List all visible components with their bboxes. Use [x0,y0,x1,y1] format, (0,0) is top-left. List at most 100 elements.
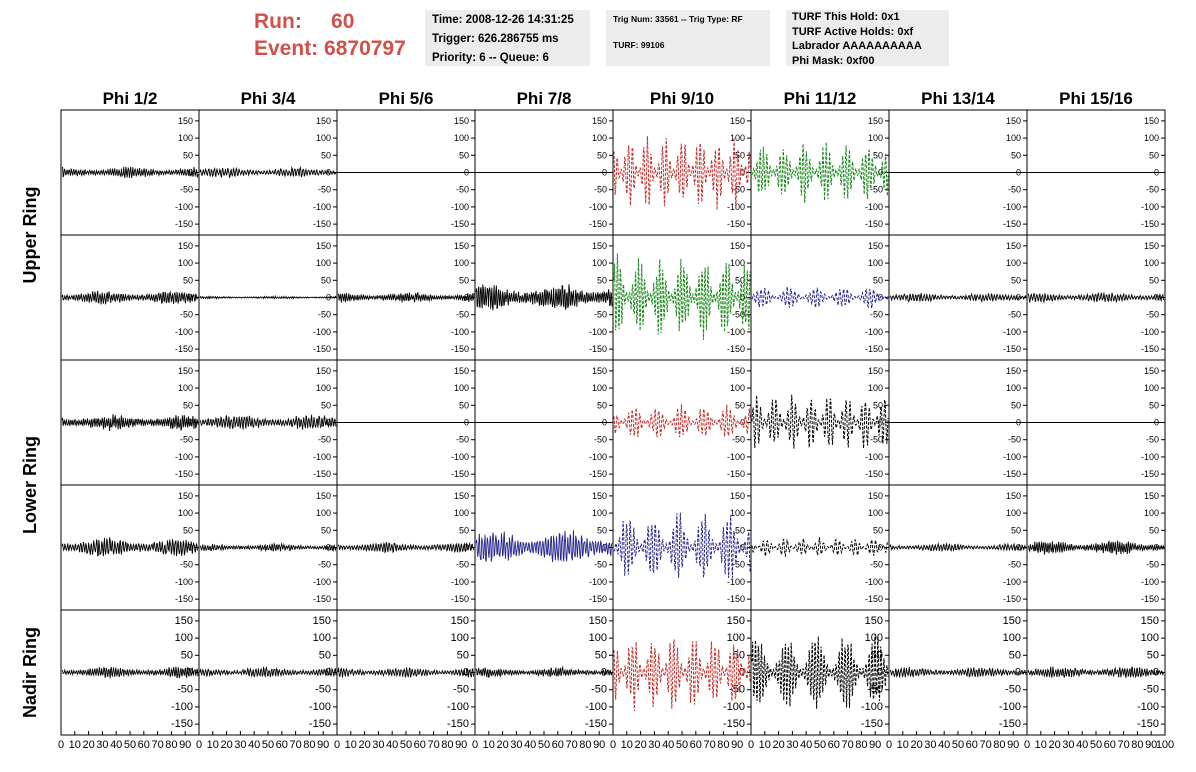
y-tick-label: -100 [865,327,883,337]
y-tick-label: -50 [318,560,331,570]
x-tick-label: 70 [427,739,439,751]
x-tick-label: 0 [886,739,892,751]
y-tick-label: -150 [589,344,607,354]
x-tick-label: 30 [510,739,522,751]
x-tick-label: 70 [841,739,853,751]
x-tick-label: 10 [759,739,771,751]
y-tick-label: -100 [589,452,607,462]
waveform-trace [337,291,475,303]
y-tick-label: 100 [454,383,469,393]
y-tick-label: 50 [1149,525,1159,535]
x-tick-label: 50 [538,739,550,751]
x-tick-label: 40 [248,739,260,751]
y-tick-label: -50 [870,560,883,570]
y-tick-label: 50 [735,275,745,285]
y-tick-label: -50 [867,684,883,696]
y-tick-label: 100 [178,508,193,518]
y-tick-label: -50 [1008,560,1021,570]
trigger-info-box: Trig Num: 33561 -- Trig Type: RF TURF: 9… [606,10,770,66]
x-tick-label: 40 [800,739,812,751]
y-tick-label: -50 [318,310,331,320]
y-tick-label: 0 [878,168,883,178]
x-tick-label: 20 [1048,739,1060,751]
column-header: Phi 7/8 [517,89,572,108]
y-tick-label: 50 [597,400,607,410]
y-tick-label: 100 [592,508,607,518]
phi-mask-line: Phi Mask: 0xf00 [792,54,875,67]
trig-num-line: Trig Num: 33561 -- Trig Type: RF [613,14,743,24]
waveform-trace [1027,540,1165,555]
y-tick-label: -150 [1003,219,1021,229]
column-header: Phi 9/10 [650,89,714,108]
x-tick-label: 60 [552,739,564,751]
x-tick-label: 80 [855,739,867,751]
waveform-trace [61,290,199,305]
y-tick-label: -100 [585,701,607,713]
y-tick-label: 50 [1009,649,1021,661]
y-tick-label: 100 [1006,258,1021,268]
x-tick-label: 40 [110,739,122,751]
event-label: Event: [254,37,319,60]
column-header: Phi 5/6 [379,89,434,108]
y-tick-label: -100 [313,577,331,587]
y-tick-label: 150 [313,615,331,627]
y-tick-label: 150 [454,116,469,126]
x-tick-label: 40 [386,739,398,751]
y-tick-label: -100 [1137,701,1159,713]
trigger-line: Trigger: 626.286755 ms [432,33,559,45]
y-tick-label: -100 [175,327,193,337]
y-tick-label: -100 [589,577,607,587]
x-tick-label: 90 [869,739,881,751]
y-tick-label: -100 [313,327,331,337]
y-tick-label: -100 [589,327,607,337]
y-tick-label: 100 [730,133,745,143]
y-tick-label: 150 [316,241,331,251]
y-tick-label: -150 [999,718,1021,730]
waveform-trace [889,541,1027,553]
y-tick-label: 100 [175,632,193,644]
y-tick-label: -150 [865,219,883,229]
x-tick-label: 40 [524,739,536,751]
waveform-trace [613,136,751,210]
y-tick-label: -100 [1003,327,1021,337]
y-tick-label: 150 [1141,615,1159,627]
waveform-trace [751,537,889,558]
y-tick-label: -100 [589,202,607,212]
y-tick-label: -50 [1146,435,1159,445]
y-tick-label: 150 [1003,615,1021,627]
y-tick-label: 50 [733,649,745,661]
y-tick-label: 150 [865,615,883,627]
x-tick-label: 60 [966,739,978,751]
y-tick-label: 150 [1006,366,1021,376]
x-tick-label: 80 [441,739,453,751]
y-tick-label: 50 [1011,150,1021,160]
x-tick-label: 90 [731,739,743,751]
y-tick-label: -150 [175,469,193,479]
y-tick-label: 50 [321,275,331,285]
y-tick-label: -50 [456,560,469,570]
waveform-trace [199,165,337,179]
y-tick-label: 50 [321,400,331,410]
y-tick-label: 50 [873,525,883,535]
labrador-line: Labrador AAAAAAAAAA [792,40,922,52]
y-tick-label: -150 [175,219,193,229]
y-tick-label: 50 [321,150,331,160]
waveform-trace [475,284,613,311]
y-tick-label: 150 [730,491,745,501]
x-tick-label: 90 [455,739,467,751]
y-tick-label: -50 [591,684,607,696]
ring-label: Upper Ring [20,187,40,284]
y-tick-label: -50 [1008,185,1021,195]
y-tick-label: -150 [727,344,745,354]
y-tick-label: -150 [723,718,745,730]
y-tick-label: -100 [1003,452,1021,462]
y-tick-label: -150 [1003,344,1021,354]
x-tick-label: 100 [1156,739,1174,751]
waveform-trace [199,542,337,553]
